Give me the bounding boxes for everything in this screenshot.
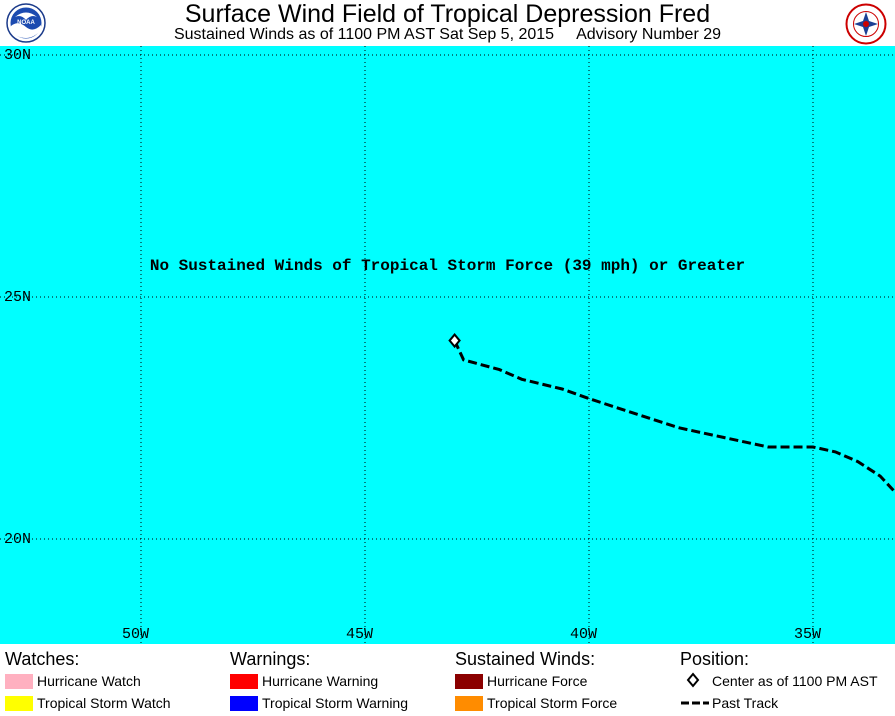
center-label: Center as of 1100 PM AST <box>712 673 878 689</box>
tropical-storm-warning-swatch <box>230 696 258 711</box>
lat-label: 30N <box>4 47 32 64</box>
past-track-label: Past Track <box>712 695 779 711</box>
noaa-logo-icon: NOAA <box>6 3 46 48</box>
legend-item-tropical-storm-warning: Tropical Storm Warning <box>230 692 408 714</box>
hurricane-warning-swatch <box>230 674 258 689</box>
lon-label: 40W <box>570 626 598 643</box>
subtitle-advisory: Advisory Number 29 <box>576 26 722 43</box>
legend-item-hurricane-warning: Hurricane Warning <box>230 670 378 692</box>
hurricane-force-label: Hurricane Force <box>487 673 588 689</box>
winds-heading: Sustained Winds: <box>455 649 596 669</box>
svg-text:NOAA: NOAA <box>17 20 35 26</box>
legend-item-hurricane-watch: Hurricane Watch <box>5 670 141 692</box>
warnings-heading: Warnings: <box>230 649 311 669</box>
legend-warnings: Warnings: Hurricane Warning Tropical Sto… <box>230 648 408 714</box>
legend-item-tropical-storm-watch: Tropical Storm Watch <box>5 692 171 714</box>
lon-label: 45W <box>346 626 374 643</box>
legend-sustained-winds: Sustained Winds: Hurricane Force Tropica… <box>455 648 617 714</box>
wind-field-map: 30N 25N 20N 50W 45W 40W 35W No Sustained Wind… <box>0 46 895 644</box>
diamond-center-icon <box>680 672 706 693</box>
storm-center-marker <box>448 332 461 349</box>
no-winds-notice: No Sustained Winds of Tropical Storm For… <box>149 257 746 275</box>
lat-label: 20N <box>4 531 32 548</box>
lon-label: 50W <box>122 626 150 643</box>
tropical-storm-force-label: Tropical Storm Force <box>487 695 618 711</box>
dashed-track-icon <box>680 694 710 715</box>
hurricane-watch-label: Hurricane Watch <box>37 673 141 689</box>
tropical-storm-watch-label: Tropical Storm Watch <box>37 695 171 711</box>
position-heading: Position: <box>680 649 750 669</box>
hurricane-watch-swatch <box>5 674 33 689</box>
legend-watches: Watches: Hurricane Watch Tropical Storm … <box>5 648 171 714</box>
header: NOAA Surface Wind Field of Tropical Depr… <box>0 0 895 46</box>
legend-item-tropical-storm-force: Tropical Storm Force <box>455 692 617 714</box>
watches-heading: Watches: <box>5 649 80 669</box>
hurricane-force-swatch <box>455 674 483 689</box>
map-canvas <box>0 46 895 644</box>
past-track-line <box>453 339 895 495</box>
tropical-storm-force-swatch <box>455 696 483 711</box>
hurricane-warning-label: Hurricane Warning <box>262 673 379 689</box>
page-subtitle: Sustained Winds as of 1100 PM AST Sat Se… <box>0 25 895 45</box>
page-title: Surface Wind Field of Tropical Depressio… <box>184 0 711 28</box>
legend-item-past-track: Past Track <box>680 692 778 715</box>
tropical-storm-watch-swatch <box>5 696 33 711</box>
lat-label: 25N <box>4 289 32 306</box>
subtitle-time: Sustained Winds as of 1100 PM AST Sat Se… <box>173 26 555 43</box>
legend: Watches: Hurricane Watch Tropical Storm … <box>0 644 895 716</box>
legend-item-hurricane-force: Hurricane Force <box>455 670 595 692</box>
nws-logo-icon <box>843 3 889 50</box>
legend-position: Position: Center as of 1100 PM AST Past … <box>680 648 878 715</box>
legend-item-center: Center as of 1100 PM AST <box>680 670 878 693</box>
lon-label: 35W <box>794 626 822 643</box>
tropical-storm-warning-label: Tropical Storm Warning <box>262 695 409 711</box>
